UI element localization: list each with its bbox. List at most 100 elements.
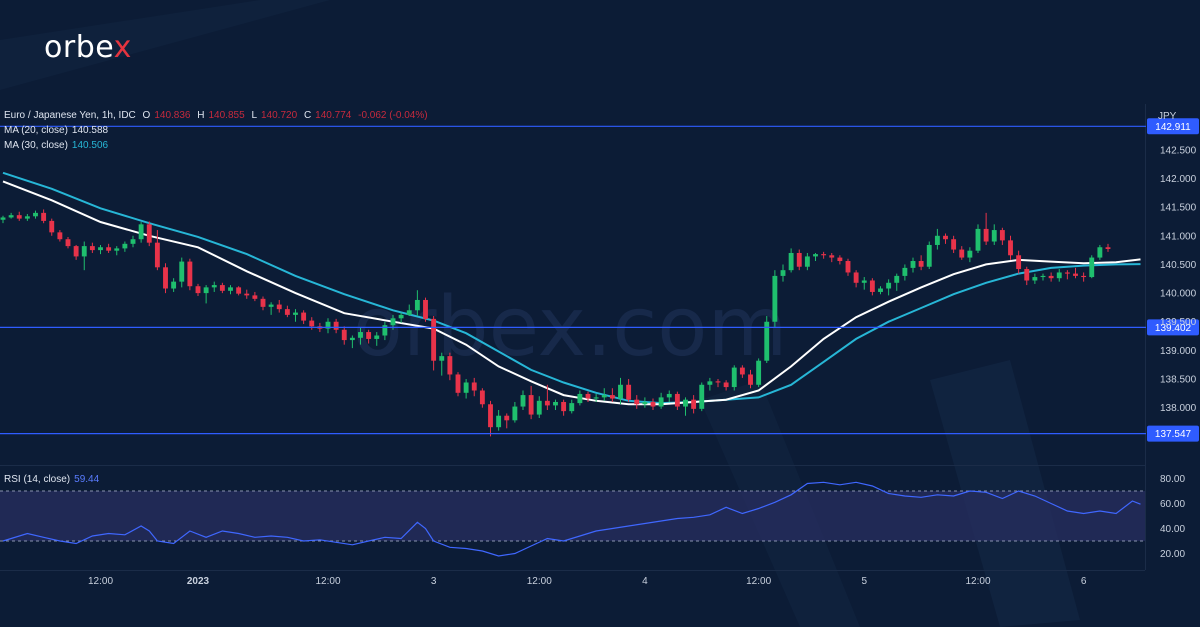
- candle-body: [244, 293, 250, 296]
- candle-body: [49, 220, 55, 233]
- candle-body: [723, 382, 729, 388]
- candle-body: [41, 212, 47, 221]
- candle-body: [423, 299, 428, 319]
- rsi-tick-label: 40.00: [1160, 524, 1185, 535]
- candle-body: [788, 252, 794, 271]
- candle-body: [89, 246, 95, 251]
- ma20-legend[interactable]: MA (20, close) 140.588: [4, 125, 112, 136]
- ma30-legend[interactable]: MA (30, close) 140.506: [4, 140, 112, 151]
- price-tick-label: 138.500: [1160, 375, 1197, 386]
- candle-body: [65, 239, 71, 247]
- rsi-line: [2, 481, 1141, 557]
- candle-body: [886, 282, 892, 289]
- level-price-tag: [1147, 425, 1199, 442]
- candle-body: [544, 400, 550, 406]
- candle-body: [585, 393, 591, 399]
- candle-body: [276, 304, 282, 310]
- candle-body: [122, 243, 128, 249]
- currency-unit: JPY: [1158, 111, 1177, 122]
- candle-body: [731, 367, 737, 388]
- candle-body: [341, 329, 347, 341]
- candle-body: [187, 261, 193, 287]
- candle-body: [114, 248, 120, 251]
- candle-body: [642, 401, 648, 405]
- price-tick-label: 142.500: [1160, 145, 1197, 156]
- rsi-tick-label: 80.00: [1160, 474, 1185, 485]
- candle-body: [57, 232, 63, 240]
- candle-body: [837, 257, 843, 262]
- price-tick-label: 138.000: [1160, 403, 1197, 414]
- candle-body: [1056, 272, 1062, 279]
- candle-body: [81, 246, 87, 257]
- candle-body: [106, 247, 112, 251]
- candle-body: [325, 321, 331, 329]
- candle-body: [878, 288, 883, 292]
- rsi-legend[interactable]: RSI (14, close) 59.44: [4, 474, 103, 485]
- candle-body: [219, 285, 225, 291]
- candle-body: [301, 312, 307, 321]
- candle-body: [98, 247, 103, 251]
- candle-body: [983, 228, 989, 242]
- candle-body: [975, 228, 981, 251]
- candle-body: [488, 404, 493, 428]
- time-tick-label: 3: [431, 576, 437, 587]
- candle-body: [772, 275, 778, 322]
- candle-body: [479, 390, 485, 405]
- price-tick-label: 141.500: [1160, 203, 1197, 214]
- low-label: L: [251, 110, 257, 121]
- level-price-label: 142.911: [1155, 122, 1191, 133]
- symbol-label: Euro / Japanese Yen, 1h, IDC: [4, 110, 136, 121]
- ma30-label: MA (30, close): [4, 140, 68, 151]
- candle-body: [943, 235, 948, 240]
- candle-body: [236, 287, 242, 294]
- candle-body: [609, 395, 615, 399]
- candle-body: [1016, 255, 1022, 270]
- rsi-tick-label: 60.00: [1160, 499, 1185, 510]
- candle-body: [268, 304, 274, 307]
- candle-body: [455, 374, 461, 393]
- candle-body: [24, 216, 30, 219]
- time-tick-label: 12:00: [746, 576, 771, 587]
- candle-body: [707, 381, 713, 385]
- candle-body: [195, 286, 201, 294]
- candle-body: [512, 406, 518, 421]
- candle-body: [16, 215, 22, 219]
- candle-body: [390, 318, 396, 326]
- candle-body: [1040, 275, 1046, 278]
- candle-body: [431, 318, 437, 361]
- candle-body: [1064, 272, 1070, 274]
- level-price-tag: [1147, 319, 1199, 336]
- candle-body: [138, 224, 144, 240]
- candle-body: [934, 235, 940, 245]
- candle-body: [683, 399, 688, 407]
- close-label: C: [303, 110, 312, 121]
- horizontal-levels[interactable]: 142.911 139.402 137.547: [0, 118, 1199, 442]
- candle-body: [634, 399, 640, 405]
- candle-body: [228, 287, 233, 291]
- candle-body: [252, 295, 258, 299]
- candle-body: [853, 272, 859, 283]
- candle-body: [284, 309, 290, 315]
- brand-name: orbe: [44, 30, 114, 65]
- candle-body: [658, 397, 664, 407]
- candle-body: [366, 332, 372, 339]
- candle-body: [959, 249, 965, 258]
- candle-body: [1008, 240, 1013, 256]
- candle-body: [358, 332, 363, 338]
- candle-body: [146, 224, 152, 243]
- candle-body: [894, 275, 900, 283]
- candle-body: [179, 261, 185, 282]
- candle-body: [804, 256, 810, 267]
- candle-body: [869, 280, 875, 292]
- high-value: 140.855: [208, 110, 245, 121]
- candle-body: [528, 395, 534, 415]
- candle-body: [309, 320, 315, 327]
- candle-body: [382, 325, 388, 336]
- time-tick-label: 4: [642, 576, 648, 587]
- price-tick-label: 140.000: [1160, 289, 1197, 300]
- price-tick-label: 140.500: [1160, 260, 1197, 271]
- candle-body: [813, 254, 818, 257]
- candle-body: [991, 230, 997, 242]
